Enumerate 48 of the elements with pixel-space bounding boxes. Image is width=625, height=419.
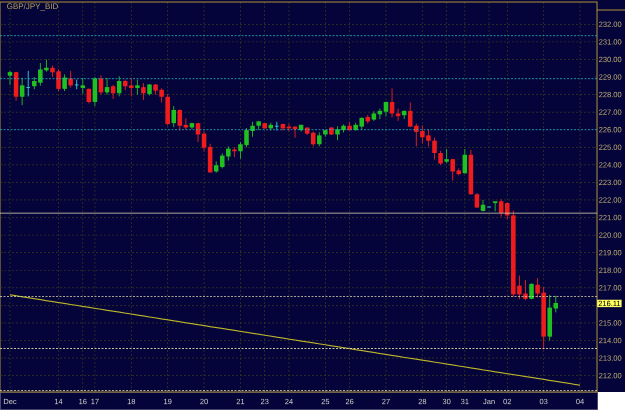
candlestick: [50, 65, 55, 78]
candlestick: [74, 79, 79, 90]
candlestick: [341, 124, 346, 133]
candlestick: [56, 68, 61, 92]
candlestick: [468, 149, 474, 196]
candlestick: [438, 150, 443, 166]
candlestick: [80, 77, 86, 94]
candlestick: [110, 84, 116, 100]
candlestick: [492, 201, 498, 212]
candlestick: [171, 106, 176, 128]
candlestick: [135, 79, 140, 96]
candlestick: [92, 76, 98, 106]
candlestick: [232, 146, 237, 158]
candlestick: [396, 108, 400, 122]
candlestick: [14, 71, 18, 102]
candlestick: [141, 82, 146, 100]
candlestick: [462, 148, 468, 174]
candlestick: [208, 143, 212, 174]
candlestick: [62, 74, 67, 92]
chart-title: GBP/JPY_BID: [7, 3, 58, 11]
candlestick: [104, 77, 110, 96]
candlestick: [147, 84, 152, 96]
candlestick: [262, 123, 267, 130]
candlestick: [347, 121, 352, 132]
candlestick: [390, 88, 394, 118]
candlestick: [165, 93, 170, 126]
candlestick: [323, 129, 328, 138]
candlestick: [335, 126, 340, 141]
candlestick: [268, 122, 274, 132]
candlestick: [86, 88, 92, 104]
candlestick: [26, 70, 30, 97]
candlestick: [366, 114, 370, 124]
candlestick: [474, 192, 480, 208]
candlestick: [68, 70, 73, 88]
candlestick: [274, 121, 280, 132]
candlestick: [129, 77, 134, 97]
candlestick: [98, 74, 104, 96]
candlestick: [402, 110, 406, 120]
candlestick: [317, 132, 322, 147]
candlestick: [480, 200, 486, 212]
candlestick: [20, 77, 24, 106]
candlestick: [292, 126, 298, 138]
candlestick: [432, 137, 437, 160]
candlestick: [444, 148, 449, 164]
candlestick: [8, 70, 12, 86]
candlestick: [256, 120, 261, 130]
candlestick: [190, 122, 194, 130]
candlestick: [116, 76, 122, 97]
